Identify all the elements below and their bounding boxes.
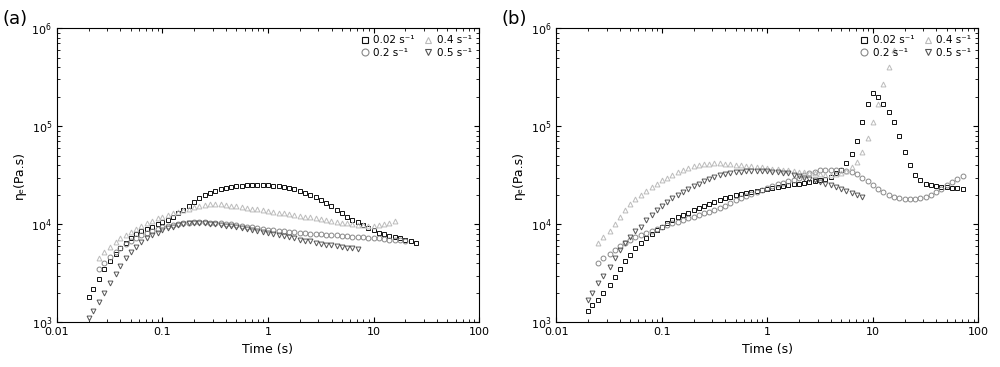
X-axis label: Time (s): Time (s) xyxy=(242,343,293,356)
X-axis label: Time (s): Time (s) xyxy=(742,343,793,356)
Y-axis label: ηₑ(Pa.s): ηₑ(Pa.s) xyxy=(13,151,26,199)
Text: (b): (b) xyxy=(501,10,527,28)
Y-axis label: ηₑ(Pa.s): ηₑ(Pa.s) xyxy=(512,151,525,199)
Legend: 0.02 s⁻¹, 0.2 s⁻¹, 0.4 s⁻¹, 0.5 s⁻¹: 0.02 s⁻¹, 0.2 s⁻¹, 0.4 s⁻¹, 0.5 s⁻¹ xyxy=(857,33,973,60)
Legend: 0.02 s⁻¹, 0.2 s⁻¹, 0.4 s⁻¹, 0.5 s⁻¹: 0.02 s⁻¹, 0.2 s⁻¹, 0.4 s⁻¹, 0.5 s⁻¹ xyxy=(358,33,474,60)
Text: (a): (a) xyxy=(2,10,27,28)
